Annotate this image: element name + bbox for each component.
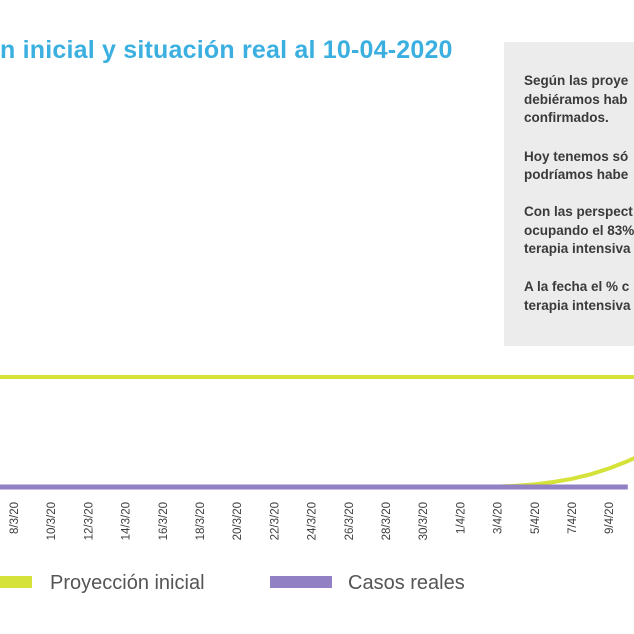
x-tick-label: 20/3/20 [232, 502, 244, 540]
info-line: terapia intensiva [524, 241, 631, 256]
legend-label: Proyección inicial [50, 572, 205, 594]
chart-title: n inicial y situación real al 10-04-2020 [0, 36, 453, 64]
x-tick-label: 22/3/20 [269, 502, 281, 540]
x-tick-label: 8/3/20 [9, 502, 21, 534]
x-tick-label: 16/3/20 [158, 502, 170, 540]
info-line: podríamos habe [524, 167, 629, 182]
x-tick-label: 9/4/20 [604, 502, 616, 534]
x-tick-label: 24/3/20 [307, 502, 319, 540]
legend-label: Casos reales [348, 572, 465, 594]
info-line: ocupando el 83% [524, 223, 634, 238]
info-box: Según las proye debiéramos hab confirmad… [504, 42, 634, 346]
x-tick-label: 1/4/20 [455, 502, 467, 534]
info-line: Hoy tenemos só [524, 149, 629, 164]
info-line: A la fecha el % c [524, 279, 630, 294]
legend-swatch [270, 576, 332, 588]
x-tick-label: 12/3/20 [83, 502, 95, 540]
info-line: debiéramos hab [524, 92, 628, 107]
legend-swatch [0, 576, 32, 588]
legend: Proyección inicial Casos reales [0, 572, 465, 594]
x-tick-label: 30/3/20 [418, 502, 430, 540]
series-layer [0, 456, 634, 490]
x-tick-label: 7/4/20 [567, 502, 579, 534]
x-tick-label: 5/4/20 [530, 502, 542, 534]
info-line: confirmados. [524, 110, 609, 125]
x-tick-label: 3/4/20 [493, 502, 505, 534]
series-line-proyeccion [0, 456, 634, 489]
x-tick-label: 10/3/20 [46, 502, 58, 540]
info-line: terapia intensiva [524, 298, 631, 313]
info-line: Según las proye [524, 73, 629, 88]
x-tick-label: 14/3/20 [121, 502, 133, 540]
x-tick-label: 18/3/20 [195, 502, 207, 540]
x-axis-ticks: 8/3/20 10/3/20 12/3/20 14/3/20 16/3/20 18/3/2… [9, 502, 616, 540]
x-tick-label: 28/3/20 [381, 502, 393, 540]
x-tick-label: 26/3/20 [344, 502, 356, 540]
info-line: Con las perspect [524, 204, 633, 219]
